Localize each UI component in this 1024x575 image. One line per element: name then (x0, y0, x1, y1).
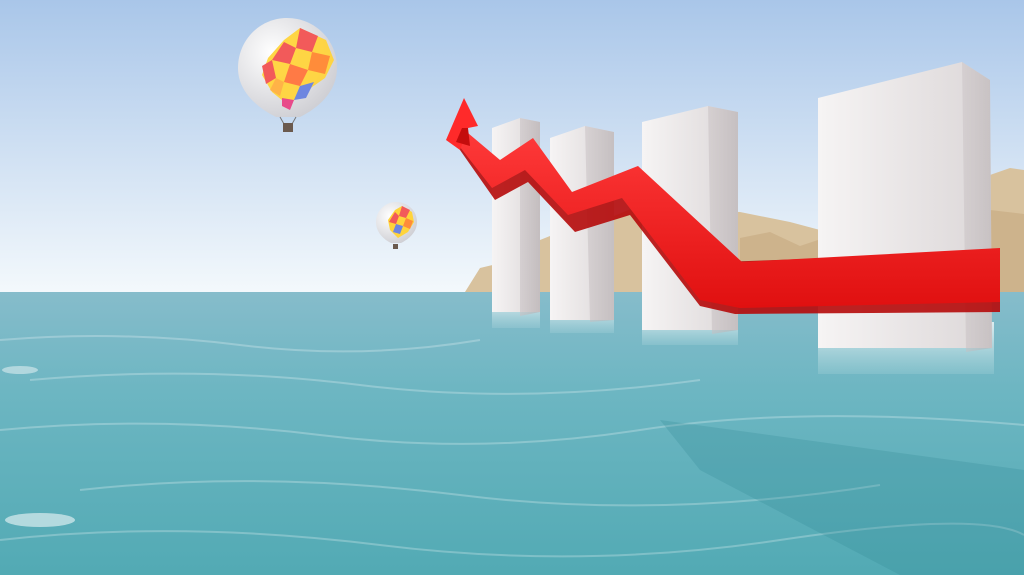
sea-glint (5, 513, 75, 527)
sea-ripples (0, 335, 1024, 558)
red-trend-arrow (446, 98, 1000, 314)
sea-glint-2 (2, 366, 38, 374)
hot-air-balloon-small (376, 202, 417, 249)
pillar-shadow (660, 420, 1024, 575)
hot-air-balloon-large (238, 18, 337, 132)
